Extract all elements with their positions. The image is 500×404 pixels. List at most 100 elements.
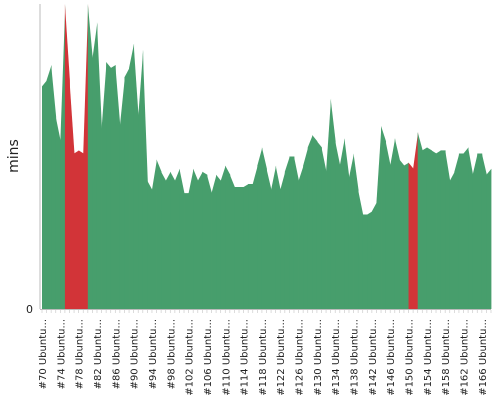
- area-segment-103: [193, 168, 199, 309]
- area-segment-116: [252, 165, 258, 309]
- area-segment-91: [138, 49, 144, 309]
- area-segment-106: [206, 174, 212, 309]
- area-segment-144: [381, 126, 387, 309]
- area-segment-157: [440, 150, 446, 309]
- area-segment-132: [326, 98, 332, 309]
- x-tick-label: #158 Ubuntu...: [441, 319, 452, 396]
- area-segment-164: [472, 153, 478, 309]
- area-segment-147: [394, 138, 400, 309]
- area-segment-119: [266, 168, 272, 309]
- x-tick-label: #162 Ubuntu...: [460, 319, 471, 396]
- x-tick-label: #134 Ubuntu...: [331, 319, 342, 396]
- area-segment-78: [78, 150, 84, 309]
- area-segment-128: [307, 135, 313, 309]
- area-segment-85: [110, 65, 116, 309]
- area-segment-75: [64, 4, 70, 309]
- area-segment-93: [147, 180, 153, 309]
- x-tick-label: #82 Ubuntu...: [93, 319, 104, 389]
- x-tick-label: #150 Ubuntu...: [405, 319, 416, 396]
- x-tick-label: #126 Ubuntu...: [295, 319, 306, 396]
- area-segment-162: [463, 147, 469, 309]
- area-segment-122: [280, 171, 286, 309]
- x-tick-label: #94 Ubuntu...: [148, 319, 159, 389]
- area-segment-145: [385, 141, 391, 309]
- x-axis-ticks: [41, 310, 492, 313]
- area-segment-114: [243, 183, 249, 309]
- area-segment-146: [390, 138, 396, 309]
- area-segment-94: [151, 159, 157, 309]
- area-segment-80: [87, 4, 93, 309]
- area-segment-102: [188, 168, 194, 309]
- area-segment-71: [46, 65, 52, 309]
- area-segment-113: [239, 187, 244, 309]
- x-tick-label: #70 Ubuntu...: [38, 319, 49, 389]
- x-tick-label: #78 Ubuntu...: [75, 319, 86, 389]
- area-segment-117: [257, 147, 263, 309]
- area-segment-100: [179, 168, 185, 309]
- area-segment-112: [234, 187, 240, 309]
- x-tick-label: #74 Ubuntu...: [56, 319, 67, 389]
- area-segment-153: [422, 147, 428, 309]
- area-segment-89: [129, 43, 135, 310]
- area-series: [42, 4, 492, 310]
- area-segment-95: [156, 159, 162, 309]
- area-segment-104: [197, 171, 203, 309]
- y-tick-label: 0: [26, 303, 33, 316]
- area-segment-150: [408, 162, 414, 309]
- area-segment-82: [96, 22, 102, 310]
- area-segment-115: [248, 183, 254, 309]
- x-tick-label: #90 Ubuntu...: [130, 319, 141, 389]
- area-segment-107: [211, 174, 217, 309]
- area-segment-97: [165, 171, 171, 309]
- area-segment-84: [106, 61, 112, 310]
- area-segment-79: [83, 4, 89, 309]
- x-tick-label: #166 Ubuntu...: [478, 319, 489, 396]
- area-segment-120: [271, 165, 277, 309]
- area-segment-138: [353, 153, 359, 309]
- x-tick-label: #122 Ubuntu...: [276, 319, 287, 396]
- x-tick-label: #86 Ubuntu...: [111, 319, 122, 389]
- x-axis-tick-labels: #70 Ubuntu... #74 Ubuntu... #78 Ubuntu... #…: [38, 319, 489, 396]
- area-segment-137: [348, 153, 354, 309]
- area-segment-99: [174, 168, 180, 309]
- area-segment-83: [101, 61, 107, 310]
- area-segment-166: [481, 153, 487, 309]
- area-segment-125: [293, 156, 299, 309]
- area-segment-131: [321, 147, 327, 309]
- area-segment-139: [358, 190, 364, 309]
- area-segment-77: [74, 150, 80, 309]
- area-segment-70: [42, 80, 47, 309]
- area-segment-86: [115, 65, 121, 309]
- area-segment-135: [339, 138, 345, 309]
- area-segment-161: [458, 153, 464, 309]
- area-segment-152: [417, 132, 423, 309]
- area-segment-72: [51, 65, 57, 309]
- area-segment-108: [216, 174, 222, 309]
- x-tick-label: #154 Ubuntu...: [423, 319, 434, 396]
- area-segment-110: [225, 165, 231, 309]
- area-segment-154: [426, 147, 432, 309]
- area-segment-124: [289, 156, 295, 309]
- area-segment-96: [161, 171, 167, 309]
- area-segment-118: [261, 147, 267, 309]
- area-segment-121: [275, 165, 281, 309]
- area-segment-129: [312, 135, 318, 309]
- area-segment-127: [303, 147, 309, 309]
- area-segment-90: [133, 43, 139, 310]
- x-tick-label: #138 Ubuntu...: [350, 319, 361, 396]
- x-tick-label: #102 Ubuntu...: [185, 319, 196, 396]
- area-segment-130: [316, 141, 322, 309]
- area-segment-141: [367, 211, 373, 309]
- area-segment-155: [431, 150, 437, 309]
- x-tick-label: #114 Ubuntu...: [240, 319, 251, 396]
- x-tick-label: #118 Ubuntu...: [258, 319, 269, 396]
- area-segment-158: [445, 150, 451, 309]
- area-segment-160: [454, 153, 460, 309]
- area-segment-165: [477, 153, 483, 309]
- x-tick-label: #146 Ubuntu...: [386, 319, 397, 396]
- area-segment-134: [335, 141, 341, 309]
- area-segment-133: [330, 98, 336, 309]
- area-segment-98: [170, 171, 176, 309]
- x-tick-label: #98 Ubuntu...: [166, 319, 177, 389]
